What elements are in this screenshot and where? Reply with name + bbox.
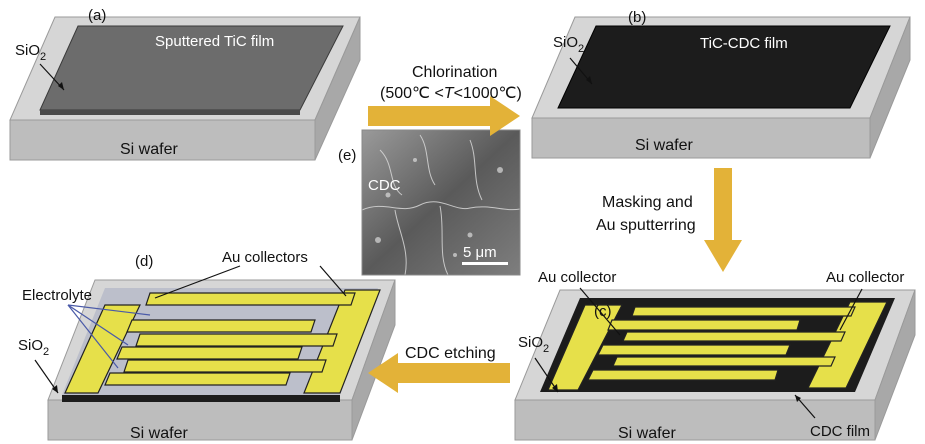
step-masking: Masking and Au sputterring [596,168,742,272]
scale-label: 5 μm [463,244,497,261]
panel-tag-c: (c) [594,303,612,320]
tic-film-label: Sputtered TiC film [155,33,274,50]
down-arrow [704,168,742,272]
cdc-material-label: CDC [368,177,401,194]
cdc-film-label-b: TiC-CDC film [700,35,788,52]
panel-tag-b: (b) [628,9,646,26]
panel-tag-d: (d) [135,253,153,270]
left-arrow [368,353,510,393]
chlorination-label: Chlorination [412,64,497,81]
panel-b: (b) TiC-CDC film SiO2 Si wafer [531,9,911,159]
au-collector-left-c [547,304,801,391]
sio2-label-d: SiO2 [18,337,49,358]
sio2-label-c: SiO2 [518,334,549,355]
panel-tag-e: (e) [338,147,356,164]
au-collector-right-c [612,301,888,389]
wafer-label-a: Si wafer [120,141,178,158]
sio2-label-a: SiO2 [15,42,46,63]
step-chlorination: Chlorination (500℃ <T<1000℃) [368,64,522,136]
wafer-label-c: Si wafer [618,425,676,442]
au-collector-label-left: Au collector [538,269,616,286]
cdc-film-b [557,25,891,109]
panel-tag-a: (a) [88,7,106,24]
electrolyte-pointers [67,304,151,369]
panel-a: (a) Sputtered TiC film SiO2 Si wafer [9,7,361,161]
sputtering-label: Au sputterring [596,217,696,234]
etching-label: CDC etching [405,345,496,362]
masking-label: Masking and [602,194,693,211]
au-collector-right-d [123,289,381,394]
cdc-film-label-c: CDC film [810,423,870,440]
step-etching: CDC etching [368,345,510,393]
sem-texture [361,134,521,276]
panel-d: (d) Au collectors Electrolyte SiO2 Si wa… [18,249,396,442]
scale-bar [462,262,508,265]
au-collector-label-right: Au collector [826,269,904,286]
wafer-label-d: Si wafer [130,425,188,442]
chlorination-conditions: (500℃ <T<1000℃) [380,85,522,102]
panel-e: (e) CDC 5 μm [338,129,521,276]
sem-grains [375,158,503,257]
panel-c: (c) Au collector Au collector SiO2 Si wa… [514,269,916,442]
right-arrow [368,96,520,136]
electrolyte-label: Electrolyte [22,287,92,304]
wafer-label-b: Si wafer [635,137,693,154]
au-collectors-label: Au collectors [222,249,308,266]
sio2-label-b: SiO2 [553,34,584,55]
